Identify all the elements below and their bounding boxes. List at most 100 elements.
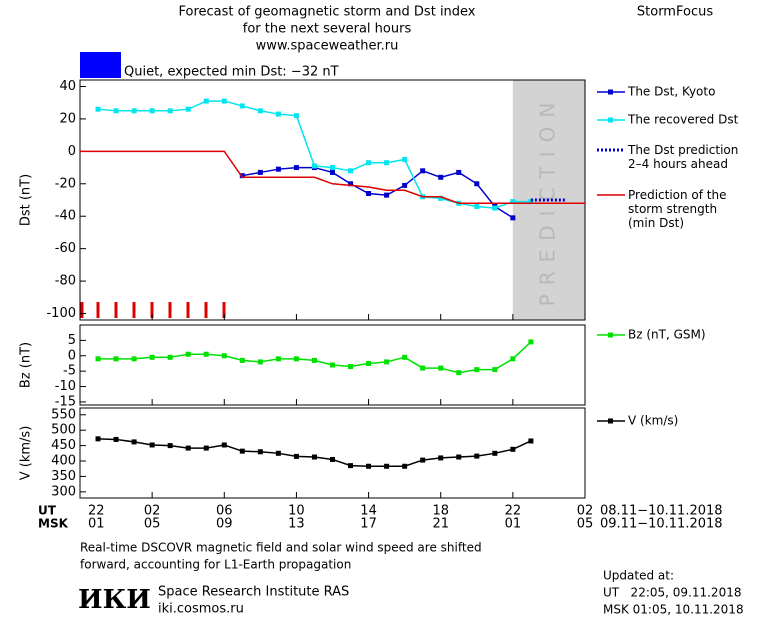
data-point [348,463,354,469]
data-point [131,356,137,362]
legend-marker [608,89,613,95]
data-point [438,455,444,461]
legend-marker [608,418,613,424]
series-line [80,150,585,204]
brand: StormFocus [637,5,713,20]
data-point [221,98,227,104]
x-tick-label: 06 [216,504,233,519]
x2-tick-label: 01 [505,517,522,532]
data-point [402,156,408,162]
x2-tick-label: 09 [216,517,233,532]
data-point [293,165,299,171]
x2-tick-label: 05 [577,517,594,532]
legend-marker [608,332,613,338]
data-point [402,463,408,469]
data-point [149,108,155,114]
y-tick-label: 0 [68,348,76,363]
data-point [257,359,263,365]
prediction-band [512,80,585,320]
y-tick-label: 450 [51,438,76,453]
plot-frame [79,79,586,321]
data-point [257,108,263,114]
y-tick-label: -10 [55,379,76,394]
title-line: www.spaceweather.ru [256,39,399,54]
data-point [293,453,299,459]
series-line [97,100,531,209]
data-point [384,359,390,365]
data-point [167,108,173,114]
data-point [311,454,317,460]
data-point [474,367,480,373]
data-point [311,163,317,169]
data-point [420,365,426,371]
y-tick-label: -15 [55,394,76,409]
legend-label: Bz (nT, GSM) [628,328,706,342]
data-point [113,436,119,442]
status-text: Quiet, expected min Dst: −32 nT [124,65,339,80]
data-point [510,199,516,205]
data-point [492,367,498,373]
x2-axis-label: MSK [38,517,69,531]
data-point [275,356,281,362]
y-tick-label: 350 [51,469,76,484]
y-tick-label: 300 [51,484,76,499]
data-point [275,166,281,172]
x2-tick-label: 01 [88,517,105,532]
data-point [293,356,299,362]
legend-label: The Dst, Kyoto [627,85,715,99]
x-tick-label: 02 [144,504,161,519]
data-point [149,442,155,448]
x2-range: 09.11−10.11.2018 [600,517,723,532]
data-point [420,457,426,463]
series-line [98,438,532,468]
x-tick-label: 18 [432,504,449,519]
y-tick-label: 400 [51,454,76,469]
data-point [366,160,372,166]
data-point [239,357,245,363]
data-point [203,98,209,104]
y-axis-label: V (km/s) [19,426,34,481]
data-point [330,169,335,175]
legend-label: Prediction of the storm strength (min Dst) [628,188,727,230]
y-axis-label: Dst (nT) [19,174,34,226]
data-point [203,351,209,357]
updated-msk: MSK 01:05, 10.11.2018 [603,603,744,617]
data-point [492,450,498,456]
data-point [510,446,516,452]
data-point [330,456,335,462]
data-point [275,450,281,456]
data-point [330,165,335,171]
data-point [239,448,245,454]
series-line [98,341,532,374]
y-tick-label: 40 [59,79,76,94]
footer-note: forward, accounting for L1-Earth propaga… [80,558,351,572]
plot-frame [79,407,586,499]
legend-marker [608,117,613,123]
data-point [348,181,354,187]
data-point [95,106,101,112]
data-point [203,445,209,451]
data-point [348,364,354,370]
data-point [510,215,516,221]
data-point [275,111,281,117]
data-point [420,168,426,174]
data-point [510,356,516,362]
legend-label: The Dst prediction 2–4 hours ahead [627,143,738,171]
data-point [239,173,245,179]
updated-title: Updated at: [603,569,674,583]
data-point [384,463,390,469]
data-point [474,181,480,187]
footer-note: Real-time DSCOVR magnetic field and sola… [80,541,482,555]
title-line: for the next several hours [243,22,412,37]
data-point [492,205,498,211]
data-point [167,443,173,449]
data-point [311,357,317,363]
y-tick-label: -5 [63,364,76,379]
y-tick-label: -80 [55,274,76,289]
data-point [131,108,137,114]
data-point [528,199,534,205]
data-point [95,436,101,442]
data-point [185,351,191,357]
x-tick-label: 02 [577,504,594,519]
